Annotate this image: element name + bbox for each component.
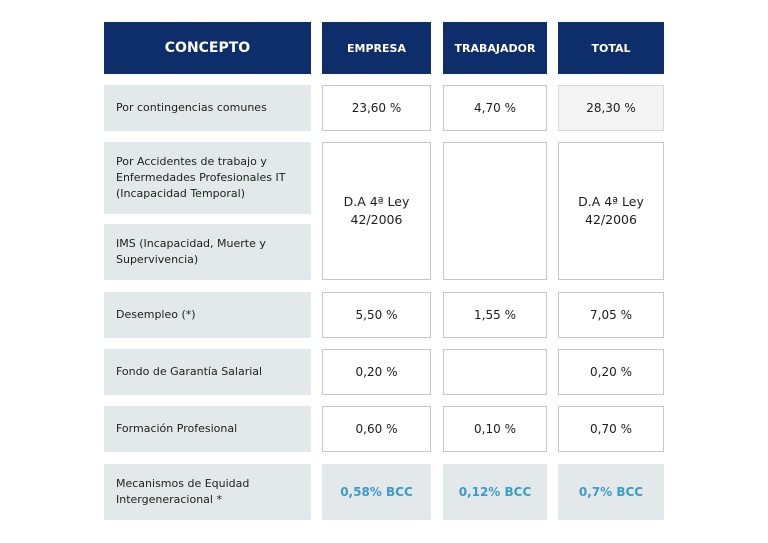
header-total: TOTAL: [558, 22, 664, 74]
cell-mecanismos-empresa: 0,58% BCC: [322, 464, 431, 520]
cell-merged-empresa: D.A 4ª Ley 42/2006: [322, 142, 431, 280]
cell-mecanismos-trabajador-text: 0,12% BCC: [458, 485, 532, 499]
cell-fogasa-trabajador: [443, 349, 547, 395]
cell-fogasa-total-text: 0,20 %: [590, 365, 632, 379]
cell-desempleo-total-text: 7,05 %: [590, 308, 632, 322]
cell-merged-total-text: D.A 4ª Ley 42/2006: [578, 194, 644, 227]
cell-merged-total: D.A 4ª Ley 42/2006: [558, 142, 664, 280]
header-trabajador-text: TRABAJADOR: [454, 41, 536, 55]
cell-formacion-empresa-text: 0,60 %: [355, 422, 398, 436]
row-label-contingencias: Por contingencias comunes: [104, 85, 311, 131]
header-total-text: TOTAL: [591, 41, 631, 55]
cell-merged-empresa-text: D.A 4ª Ley 42/2006: [343, 194, 410, 227]
row-label-formacion-text: Formación Profesional: [116, 422, 238, 435]
cell-contingencias-empresa-text: 23,60 %: [351, 101, 402, 115]
header-concepto-text: CONCEPTO: [164, 40, 251, 56]
row-label-mecanismos: Mecanismos de Equidad Intergeneracional …: [104, 464, 311, 520]
cell-contingencias-trabajador: 4,70 %: [443, 85, 547, 131]
row-label-mecanismos-text: Mecanismos de Equidad Intergeneracional …: [116, 477, 250, 506]
row-label-ims-text: IMS (Incapacidad, Muerte y Supervivencia…: [116, 237, 266, 266]
header-empresa: EMPRESA: [322, 22, 431, 74]
row-label-accidentes-text: Por Accidentes de trabajo y Enfermedades…: [116, 155, 286, 200]
header-trabajador: TRABAJADOR: [443, 22, 547, 74]
cell-mecanismos-total-text: 0,7% BCC: [578, 485, 644, 499]
header-empresa-text: EMPRESA: [347, 41, 406, 55]
row-label-fogasa-text: Fondo de Garantía Salarial: [116, 365, 263, 378]
row-label-desempleo-text: Desempleo (*): [116, 308, 196, 321]
cell-mecanismos-total: 0,7% BCC: [558, 464, 664, 520]
cell-formacion-empresa: 0,60 %: [322, 406, 431, 452]
row-label-desempleo: Desempleo (*): [104, 292, 311, 338]
cell-desempleo-total: 7,05 %: [558, 292, 664, 338]
row-label-fogasa: Fondo de Garantía Salarial: [104, 349, 311, 395]
cell-merged-trabajador: [443, 142, 547, 280]
row-label-contingencias-text: Por contingencias comunes: [116, 101, 267, 114]
cell-contingencias-total: 28,30 %: [558, 85, 664, 131]
cell-fogasa-empresa: 0,20 %: [322, 349, 431, 395]
row-label-accidentes: Por Accidentes de trabajo y Enfermedades…: [104, 142, 311, 214]
cell-formacion-trabajador-text: 0,10 %: [474, 422, 516, 436]
cell-contingencias-total-text: 28,30 %: [586, 101, 636, 115]
cell-mecanismos-empresa-text: 0,58% BCC: [340, 485, 413, 499]
row-label-ims: IMS (Incapacidad, Muerte y Supervivencia…: [104, 224, 311, 280]
cell-fogasa-total: 0,20 %: [558, 349, 664, 395]
cell-desempleo-empresa-text: 5,50 %: [355, 308, 398, 322]
row-label-formacion: Formación Profesional: [104, 406, 311, 452]
cell-fogasa-empresa-text: 0,20 %: [355, 365, 398, 379]
cell-desempleo-trabajador-text: 1,55 %: [474, 308, 516, 322]
cell-desempleo-empresa: 5,50 %: [322, 292, 431, 338]
cell-formacion-total-text: 0,70 %: [590, 422, 632, 436]
cell-contingencias-trabajador-text: 4,70 %: [474, 101, 516, 115]
cell-formacion-total: 0,70 %: [558, 406, 664, 452]
cell-contingencias-empresa: 23,60 %: [322, 85, 431, 131]
cell-formacion-trabajador: 0,10 %: [443, 406, 547, 452]
cell-mecanismos-trabajador: 0,12% BCC: [443, 464, 547, 520]
cell-desempleo-trabajador: 1,55 %: [443, 292, 547, 338]
header-concepto: CONCEPTO: [104, 22, 311, 74]
